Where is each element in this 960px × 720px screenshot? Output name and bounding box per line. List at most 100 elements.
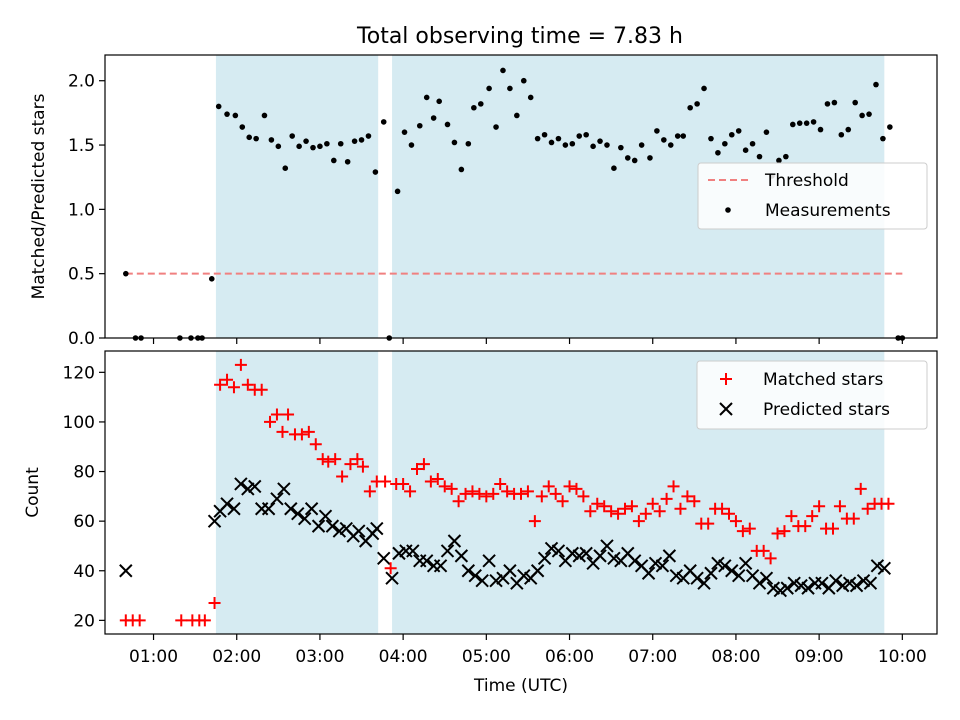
predicted-star-point — [530, 564, 545, 578]
predicted-star-point — [863, 576, 878, 590]
top-panel: 0.00.51.01.52.0 Matched/Predicted stars … — [29, 54, 938, 349]
matched-star-point — [521, 485, 534, 498]
matched-star-point — [452, 495, 465, 508]
measurement-point — [555, 135, 562, 142]
measurement-point — [859, 112, 865, 119]
matched-star-point — [577, 490, 590, 503]
measurement-point — [282, 165, 289, 171]
matched-star-point — [833, 500, 846, 513]
bottom-legend: Matched stars Predicted stars — [696, 360, 928, 430]
measurement-point — [444, 121, 451, 128]
measurement-point — [708, 135, 714, 142]
matched-star-point — [556, 495, 569, 508]
measurement-point — [344, 158, 351, 165]
matched-star-point — [806, 510, 819, 523]
matched-star-point — [214, 378, 227, 391]
matched-star-point — [466, 485, 479, 498]
measurement-point — [372, 169, 379, 175]
matched-star-point — [632, 515, 645, 528]
measurement-point — [380, 119, 387, 125]
measurement-point — [604, 142, 610, 148]
predicted-star-point — [787, 576, 801, 590]
predicted-star-point — [270, 492, 284, 506]
matched-star-point — [584, 505, 597, 518]
measurement-point — [408, 142, 415, 148]
predicted-star-point — [352, 524, 366, 538]
predicted-star-point — [593, 549, 607, 563]
measurement-point — [527, 94, 534, 101]
matched-star-point — [459, 487, 472, 500]
predicted-star-point — [385, 571, 399, 585]
matched-star-point — [736, 525, 749, 538]
measurement-point — [866, 111, 872, 117]
matched-star-point — [417, 458, 430, 471]
predicted-star-point — [440, 544, 455, 558]
matched-star-point — [431, 472, 444, 485]
predicted-star-point — [207, 514, 222, 528]
x-tick-label: 10:00 — [878, 647, 927, 667]
measurement-point — [500, 67, 506, 74]
measurement-point — [548, 139, 555, 146]
measurement-point — [224, 111, 230, 117]
x-tick-label: 08:00 — [711, 647, 760, 667]
measurement-point — [715, 149, 721, 156]
measurement-point — [331, 157, 337, 164]
predicted-star-point — [752, 576, 767, 590]
matched-star-point — [411, 463, 423, 476]
matched-star-point — [438, 480, 451, 493]
measurement-point — [817, 126, 824, 133]
predicted-star-point — [119, 564, 133, 578]
x-tick-label: 07:00 — [628, 647, 677, 667]
predicted-star-point — [461, 564, 476, 578]
matched-star-point — [785, 510, 798, 523]
measurement-point — [776, 157, 782, 164]
matched-star-point — [723, 507, 735, 520]
measurement-point — [654, 128, 660, 134]
measurement-point — [631, 157, 638, 164]
predicted-star-point — [370, 521, 384, 536]
top-y-tick-label: 1.5 — [68, 136, 95, 156]
measurement-point — [493, 124, 499, 130]
measurement-point — [803, 120, 810, 126]
matched-star-point — [494, 477, 507, 490]
matched-star-point — [351, 453, 364, 466]
measurement-point — [394, 188, 401, 195]
top-y-tick-label: 0.0 — [68, 329, 95, 349]
observing-window-top-0 — [215, 55, 379, 338]
matched-star-point — [270, 408, 283, 421]
matched-star-point — [282, 408, 295, 421]
x-tick-label: 09:00 — [795, 647, 844, 667]
predicted-star-point — [704, 566, 718, 580]
top-y-tick-label: 0.5 — [68, 265, 95, 285]
matched-star-point — [778, 525, 791, 538]
matched-star-point — [542, 480, 555, 493]
matched-star-point — [379, 475, 392, 488]
measurement-point — [365, 133, 372, 139]
matched-star-point — [445, 482, 458, 495]
x-axis-label: Time (UTC) — [473, 676, 568, 696]
matched-star-point — [827, 522, 839, 535]
measurement-point — [486, 85, 492, 92]
measurement-point — [701, 85, 707, 92]
measurement-point — [576, 133, 583, 139]
measurement-point — [722, 140, 728, 147]
measurement-point — [232, 112, 239, 119]
measurement-point — [674, 133, 681, 139]
predicted-star-point — [551, 544, 566, 558]
matched-star-point — [501, 485, 514, 498]
predicted-star-point — [248, 479, 262, 494]
predicted-star-point — [600, 539, 614, 553]
measurement-point — [458, 166, 465, 173]
measurement-point — [246, 134, 253, 141]
measurement-point — [590, 143, 596, 150]
measurement-point — [436, 98, 442, 105]
matched-star-point — [264, 415, 277, 428]
predicted-star-point — [662, 549, 677, 563]
legend-threshold-label: Threshold — [764, 171, 849, 191]
predicted-star-point — [406, 544, 420, 558]
measurement-point — [289, 133, 296, 139]
matched-star-point — [674, 502, 687, 515]
predicted-star-point — [829, 573, 843, 588]
x-tick-label: 05:00 — [462, 647, 511, 667]
bottom-y-tick-label: 20 — [73, 611, 95, 631]
